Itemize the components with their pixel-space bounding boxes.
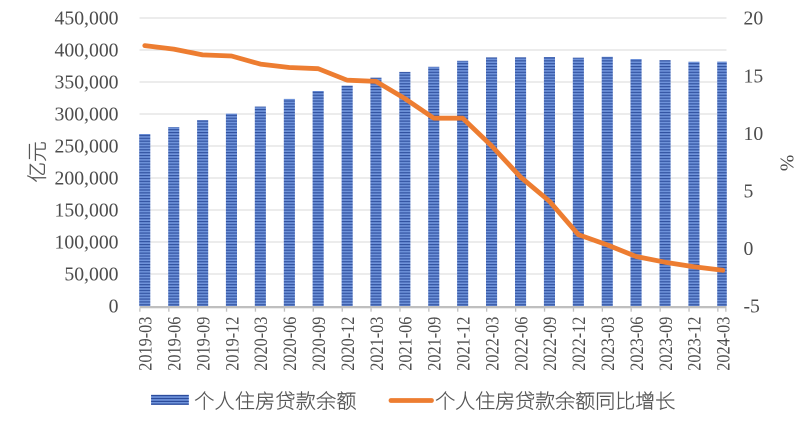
svg-text:2022-09: 2022-09 (540, 317, 561, 371)
svg-text:2023-09: 2023-09 (656, 317, 677, 371)
svg-text:2023-06: 2023-06 (627, 317, 648, 371)
svg-text:15: 15 (744, 65, 764, 87)
svg-text:2022-03: 2022-03 (482, 317, 503, 371)
svg-text:100,000: 100,000 (55, 232, 119, 254)
svg-text:250,000: 250,000 (55, 136, 119, 158)
svg-text:300,000: 300,000 (55, 104, 119, 126)
svg-text:2021-03: 2021-03 (367, 317, 388, 371)
svg-text:200,000: 200,000 (55, 168, 119, 190)
svg-text:350,000: 350,000 (55, 72, 119, 94)
svg-text:10: 10 (744, 123, 764, 145)
svg-text:2019-12: 2019-12 (222, 317, 243, 371)
svg-text:2020-12: 2020-12 (338, 317, 359, 371)
svg-text:400,000: 400,000 (55, 40, 119, 62)
svg-text:50,000: 50,000 (64, 264, 118, 286)
svg-text:2019-09: 2019-09 (193, 317, 214, 371)
svg-text:%: % (775, 155, 797, 171)
svg-text:450,000: 450,000 (55, 8, 119, 30)
svg-text:2020-06: 2020-06 (280, 317, 301, 371)
svg-text:2024-03: 2024-03 (714, 317, 735, 371)
svg-text:2021-12: 2021-12 (454, 317, 475, 371)
svg-text:2020-03: 2020-03 (251, 317, 272, 371)
svg-text:2022-06: 2022-06 (511, 317, 532, 371)
svg-text:2019-03: 2019-03 (136, 317, 157, 371)
svg-text:2023-03: 2023-03 (598, 317, 619, 371)
svg-text:2021-06: 2021-06 (396, 317, 417, 371)
svg-text:2022-12: 2022-12 (569, 317, 590, 371)
svg-text:0: 0 (744, 238, 754, 260)
svg-text:0: 0 (109, 296, 119, 318)
svg-text:2021-09: 2021-09 (425, 317, 446, 371)
svg-text:2020-09: 2020-09 (309, 317, 330, 371)
svg-text:150,000: 150,000 (55, 200, 119, 222)
svg-text:2023-12: 2023-12 (685, 317, 706, 371)
svg-text:20: 20 (744, 8, 764, 30)
svg-text:-5: -5 (744, 296, 761, 318)
svg-text:5: 5 (744, 181, 754, 203)
svg-text:2019-06: 2019-06 (165, 317, 186, 371)
